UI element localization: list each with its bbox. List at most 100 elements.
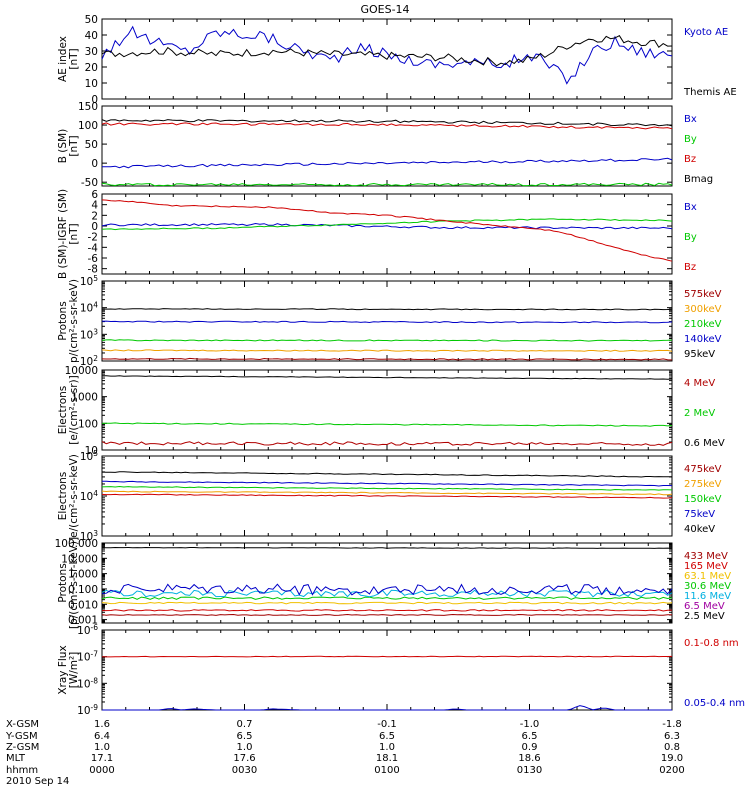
y-axis-label-line2: [nT] <box>68 135 80 156</box>
y-tick-label: 10 <box>85 445 98 457</box>
y-axis-label-line1: Xray Flux <box>57 645 69 694</box>
series-line-6-6 <box>101 546 673 549</box>
series-line-7-0 <box>101 655 673 658</box>
y-tick-label: 0.001 <box>68 615 98 627</box>
x-col-value: 0000 <box>89 765 114 776</box>
y-axis-label-line2: [p/(cm²-s-sr-keV)] <box>68 537 80 629</box>
legend-entry: 0.1-0.8 nm <box>684 638 739 649</box>
y-tick-label: 10310³ <box>80 327 98 341</box>
series-line-0-1 <box>101 35 673 67</box>
y-tick-base: 10 <box>80 276 93 288</box>
x-col-value: -1.8 <box>662 719 682 730</box>
x-col-value: 18.1 <box>376 753 398 764</box>
series-line-6-3 <box>101 596 673 600</box>
legend-entry: Bz <box>684 154 696 165</box>
legend-entry: Bmag <box>684 174 713 185</box>
legend-entry: Themis AE <box>683 87 737 98</box>
y-tick-base: 10 <box>77 625 90 637</box>
series-line-4-0 <box>101 441 673 446</box>
legend-entry: 140keV <box>684 334 722 345</box>
legend-entry: 4 MeV <box>684 378 715 389</box>
x-col-value: 1.6 <box>94 719 110 730</box>
x-col-value: 19.0 <box>661 753 683 764</box>
series-line-5-2 <box>101 485 673 491</box>
y-tick-label: -6 <box>88 253 99 265</box>
x-row-label: hhmm <box>6 765 38 776</box>
y-tick-label: 10210² <box>80 354 98 368</box>
y-tick-base: 10 <box>77 705 90 717</box>
y-tick-label: 10-810⁻⁸ <box>77 676 98 690</box>
legend-entry: 300keV <box>684 304 722 315</box>
x-row-label: MLT <box>6 753 26 764</box>
series-line-5-3 <box>102 480 673 487</box>
x-col-value: 0200 <box>659 765 684 776</box>
y-tick-label: 10000 <box>65 365 98 377</box>
y-tick-label: 10510⁵ <box>80 449 98 463</box>
series-line-2-0 <box>101 222 673 230</box>
y-tick-label: 40 <box>85 30 98 42</box>
y-axis-label: B (SM)-IGRF (SM)[nT] <box>57 189 80 279</box>
y-tick-label: 10-910⁻⁹ <box>77 703 98 717</box>
series-line-0-0 <box>101 25 673 85</box>
series-line-6-4 <box>101 589 673 598</box>
y-tick-label: 1.000 <box>68 569 98 581</box>
y-axis-label-line2: p/(cm²-s-sr-keV) <box>68 279 80 363</box>
y-tick-base: 10 <box>80 356 93 368</box>
series-line-6-1 <box>102 609 673 612</box>
legend-entry: By <box>684 232 697 243</box>
y-axis-label-line1: AE index <box>57 36 69 82</box>
legend-entry: 165 MeV <box>684 561 728 572</box>
series-line-4-1 <box>101 422 673 427</box>
y-axis-label-line2: [W/m²] <box>68 652 80 689</box>
series-line-3-0 <box>101 357 673 361</box>
y-tick-base: 10 <box>80 531 93 543</box>
y-axis-label-line1: Electrons <box>57 472 69 521</box>
y-tick-label: 50 <box>85 139 98 151</box>
y-axis-label-line1: B (SM) <box>57 129 69 163</box>
legend-entry: 575keV <box>684 289 722 300</box>
series-line-5-4 <box>101 471 672 478</box>
legend-entry: 95keV <box>684 349 715 360</box>
legend-entry: 475keV <box>684 464 722 475</box>
legend-entry: 150keV <box>684 494 722 505</box>
legend-entry: 2.5 MeV <box>684 611 725 622</box>
y-tick-label: 0 <box>91 94 98 106</box>
y-tick-label: 30 <box>85 46 98 58</box>
y-tick-label: 0.100 <box>68 584 98 596</box>
panel-1: -50 0 50 100 150 B (SM)[nT] Bx By Bz Bmag <box>57 101 713 189</box>
y-axis-label: Protons[p/(cm²-s-sr-keV)] <box>57 537 80 629</box>
y-tick-label: 10-710⁻⁷ <box>77 650 98 664</box>
panel-3: 10210²10310³10410⁴10510⁵Protonsp/(cm²-s-… <box>57 274 722 368</box>
y-tick-exp: -8 <box>91 676 99 685</box>
x-col-value: 6.5 <box>379 731 395 742</box>
y-axis-label-line1: Protons <box>57 563 69 602</box>
legend-entry: 40keV <box>684 524 715 535</box>
y-tick-label: 6 <box>91 189 98 201</box>
legend-entry: Bx <box>684 114 697 125</box>
panel-7: 10-910⁻⁹ 10-810⁻⁸ 10-710⁻⁷ 10-610⁻⁶ Xray Flu… <box>57 623 745 717</box>
x-col-value: 1.0 <box>94 742 110 753</box>
y-tick-base: 10 <box>80 451 93 463</box>
legend-entry: 0.05-0.4 nm <box>684 698 745 709</box>
x-col-value: 0.9 <box>522 742 538 753</box>
y-tick-label: 0 <box>91 221 98 233</box>
legend-entry: 0.6 MeV <box>684 438 725 449</box>
date-label: 2010 Sep 14 <box>6 776 69 787</box>
y-tick-base: 10 <box>77 678 90 690</box>
series-line-6-0 <box>101 613 673 616</box>
y-tick-label: 10 <box>85 78 98 90</box>
y-tick-label: 10410⁴ <box>80 489 98 503</box>
y-axis-label: Electronse/(cm²-s-sr-keV) <box>57 454 80 538</box>
y-tick-label: 50 <box>85 14 98 26</box>
y-tick-label: 1000 <box>71 392 98 404</box>
y-tick-label: -50 <box>81 177 98 189</box>
y-tick-label: 100 <box>78 418 98 430</box>
series-line-3-2 <box>101 339 673 342</box>
panel-5: 10310³ 10410⁴ 10510⁵Electronse/(cm²-s-sr-k… <box>57 449 722 543</box>
y-tick-exp: 4 <box>93 489 98 498</box>
y-axis-label-line1: B (SM)-IGRF (SM) <box>57 189 69 279</box>
y-axis-label-line1: Electrons <box>57 386 69 435</box>
y-tick-label: 10310³ <box>80 529 98 543</box>
y-tick-label: -4 <box>88 242 99 254</box>
